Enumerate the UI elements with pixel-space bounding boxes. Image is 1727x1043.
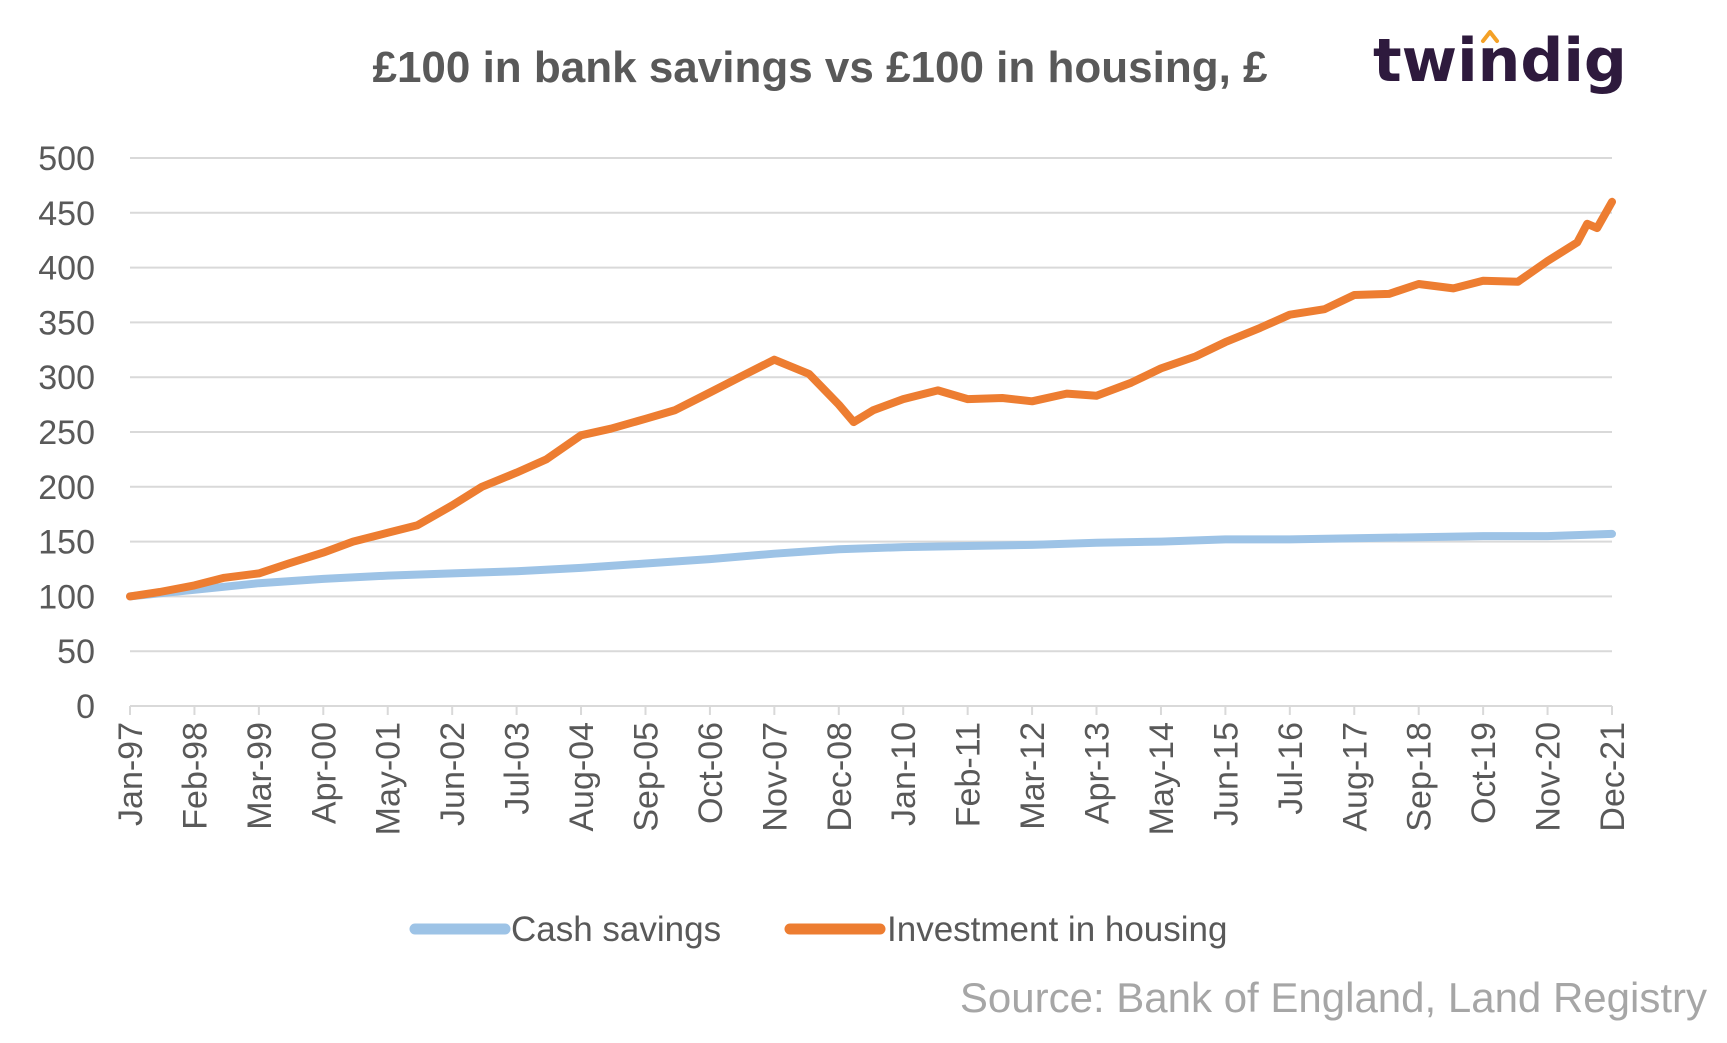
x-tick-label: Jul-03 <box>499 722 537 815</box>
x-tick-label: Apr-00 <box>305 722 343 824</box>
brand-wordmark: twindig <box>1373 26 1627 96</box>
x-tick-label: Aug-17 <box>1336 722 1374 832</box>
x-tick-label: Jul-16 <box>1272 722 1310 815</box>
x-axis: Jan-97 Feb-98 Mar-99 Apr-00 May-01 Jun-02 Jul-… <box>112 705 1632 835</box>
gridlines <box>130 157 1612 653</box>
x-tick-label: Feb-11 <box>950 722 988 827</box>
source-note: Source: Bank of England, Land Registry <box>960 974 1707 1021</box>
y-tick-label: 150 <box>38 524 95 562</box>
y-tick-label: 50 <box>57 633 95 671</box>
y-tick-label: 350 <box>38 304 95 342</box>
x-tick-label: May-01 <box>370 722 408 835</box>
series-line-cash-savings <box>126 529 1616 601</box>
legend: Cash savings Investment in housing <box>409 910 1227 949</box>
x-tick-label: Aug-04 <box>563 722 601 832</box>
y-tick-label: 500 <box>38 140 95 178</box>
x-tick-label: Jun-02 <box>434 722 472 826</box>
x-tick-label: Oct-06 <box>692 722 730 824</box>
y-tick-label: 0 <box>76 688 95 726</box>
x-tick-label: May-14 <box>1143 722 1181 835</box>
legend-label-investment-in-housing: Investment in housing <box>887 910 1227 949</box>
y-tick-label: 300 <box>38 359 95 397</box>
x-tick-label: Oct-19 <box>1465 722 1503 824</box>
y-tick-label: 400 <box>38 250 95 288</box>
x-tick-label: Jan-97 <box>112 722 150 826</box>
x-tick-label: Jun-15 <box>1207 722 1245 826</box>
brand-roof-accent <box>1481 30 1499 43</box>
x-tick-label: Nov-07 <box>756 722 794 832</box>
x-tick-label: Jan-10 <box>885 722 923 826</box>
legend-label-cash-savings: Cash savings <box>511 910 721 949</box>
y-tick-label: 100 <box>38 578 95 616</box>
x-tick-label: Apr-13 <box>1079 722 1117 824</box>
x-tick-label: Mar-99 <box>241 722 279 830</box>
series-line-investment-in-housing <box>126 197 1616 601</box>
x-tick-label: Mar-12 <box>1014 722 1052 830</box>
y-axis: 0 50 100 150 200 250 300 350 400 450 500 <box>38 140 95 726</box>
y-tick-label: 450 <box>38 195 95 233</box>
x-tick-label: Feb-98 <box>176 722 214 830</box>
x-tick-label: Dec-21 <box>1594 722 1632 832</box>
series-layer <box>126 197 1616 601</box>
x-tick-label: Sep-05 <box>627 722 665 832</box>
brand-logo: twindig <box>1373 26 1627 96</box>
y-tick-label: 250 <box>38 414 95 452</box>
y-tick-label: 200 <box>38 469 95 507</box>
x-tick-label: Dec-08 <box>821 722 859 832</box>
x-tick-label: Nov-20 <box>1530 722 1568 832</box>
chart-title: £100 in bank savings vs £100 in housing,… <box>372 43 1268 92</box>
x-tick-label: Sep-18 <box>1401 722 1439 832</box>
